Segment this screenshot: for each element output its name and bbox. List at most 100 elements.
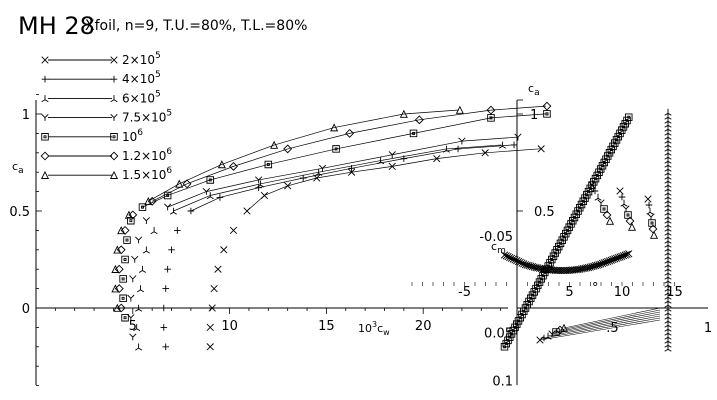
legend-label: 2×105 xyxy=(122,51,161,67)
data-point xyxy=(664,164,672,172)
alpha-y-tick-label: 1 xyxy=(530,108,538,123)
data-point xyxy=(591,187,599,195)
data-point xyxy=(164,265,171,273)
data-point xyxy=(664,140,672,148)
data-point xyxy=(644,195,652,203)
data-point xyxy=(625,216,635,226)
data-point xyxy=(664,272,672,280)
data-point xyxy=(150,227,158,235)
data-point xyxy=(142,217,150,224)
data-point xyxy=(111,284,120,293)
series-guide xyxy=(458,144,514,150)
series-4 xyxy=(119,110,551,322)
legend-label: 7.5×105 xyxy=(122,109,172,125)
data-point xyxy=(664,128,672,136)
data-point xyxy=(664,224,672,232)
data-point xyxy=(318,164,327,172)
cm-axis-label: cm xyxy=(491,240,506,256)
legend-marker xyxy=(110,56,118,64)
data-point xyxy=(516,258,524,266)
y-tick-label: 0.5 xyxy=(9,205,30,220)
data-point xyxy=(664,212,672,220)
data-point xyxy=(131,255,139,263)
x-tick-label: 10 xyxy=(221,319,238,334)
series-line xyxy=(547,315,661,337)
data-point xyxy=(648,219,656,227)
data-point xyxy=(206,323,214,332)
series-guide xyxy=(490,105,546,111)
data-point xyxy=(117,226,126,235)
alpha-series-2 xyxy=(544,193,661,340)
alpha-x-tick-label: -5 xyxy=(458,285,471,300)
series-6 xyxy=(111,105,464,312)
legend-marker xyxy=(41,75,49,83)
series-guide xyxy=(403,109,459,115)
alpha-degree-symbol: ° xyxy=(592,281,599,296)
series-line xyxy=(563,307,661,329)
data-point xyxy=(168,246,175,254)
alpha-polar-panel: ca 0.5 1 cm-0.05 0.05 0.1 -5 5 10 15 ° xyxy=(411,82,683,390)
data-point xyxy=(664,244,672,252)
data-point xyxy=(664,304,672,312)
data-point xyxy=(600,205,608,213)
data-point xyxy=(664,108,672,116)
data-point xyxy=(664,276,672,284)
data-point xyxy=(121,313,129,322)
series-line xyxy=(148,113,404,202)
legend-marker xyxy=(110,113,118,121)
data-point xyxy=(616,187,624,195)
data-point xyxy=(507,254,516,262)
data-point xyxy=(330,123,339,132)
data-point xyxy=(160,324,168,331)
data-point xyxy=(664,336,672,344)
data-point xyxy=(123,236,131,244)
data-point xyxy=(605,216,615,225)
legend-label: 106 xyxy=(122,128,143,144)
legend-marker xyxy=(41,95,49,103)
data-point xyxy=(210,284,218,293)
data-point xyxy=(129,333,137,341)
data-point xyxy=(664,176,672,184)
data-point xyxy=(162,285,170,292)
data-point xyxy=(664,316,672,324)
legend: 2×105 4×105 6×105 7.5×105 106 1.2×106 1.5×106 xyxy=(40,51,172,182)
data-point xyxy=(649,230,659,239)
y-axis-label: ca xyxy=(12,160,24,176)
data-point xyxy=(214,265,222,273)
data-point xyxy=(664,184,672,192)
data-point xyxy=(664,228,672,236)
legend-label: 1.5×106 xyxy=(122,166,172,182)
series-guide xyxy=(446,144,502,150)
cm-tick-label: -0.05 xyxy=(479,230,513,245)
x-axis-label: 103cw xyxy=(358,320,390,337)
alpha-y-tick-label: 0.5 xyxy=(534,205,555,220)
data-point xyxy=(645,201,653,209)
data-point xyxy=(202,187,210,195)
data-point xyxy=(119,275,127,283)
data-point xyxy=(618,193,626,201)
data-point xyxy=(553,266,561,275)
data-point xyxy=(543,110,551,118)
data-point xyxy=(243,207,251,215)
data-point xyxy=(133,324,141,332)
data-point xyxy=(664,160,672,168)
data-point xyxy=(664,116,672,124)
xtr-polar-panel: .5 1 xyxy=(517,108,712,352)
series-guide xyxy=(461,136,517,142)
data-point xyxy=(414,115,424,125)
data-point xyxy=(664,148,672,156)
data-point xyxy=(664,268,672,276)
data-point xyxy=(506,253,514,262)
legend-label: 1.2×106 xyxy=(122,147,172,163)
legend-label: 6×105 xyxy=(122,89,161,105)
data-point xyxy=(206,192,214,200)
x-tick-label: 15 xyxy=(318,319,335,334)
series-line xyxy=(559,309,661,331)
data-point xyxy=(664,280,672,288)
data-point xyxy=(509,255,517,263)
data-point xyxy=(513,257,521,265)
legend-marker xyxy=(40,170,50,179)
data-point xyxy=(542,101,552,111)
legend-marker xyxy=(110,95,118,103)
alpha-series-5 xyxy=(555,210,661,335)
